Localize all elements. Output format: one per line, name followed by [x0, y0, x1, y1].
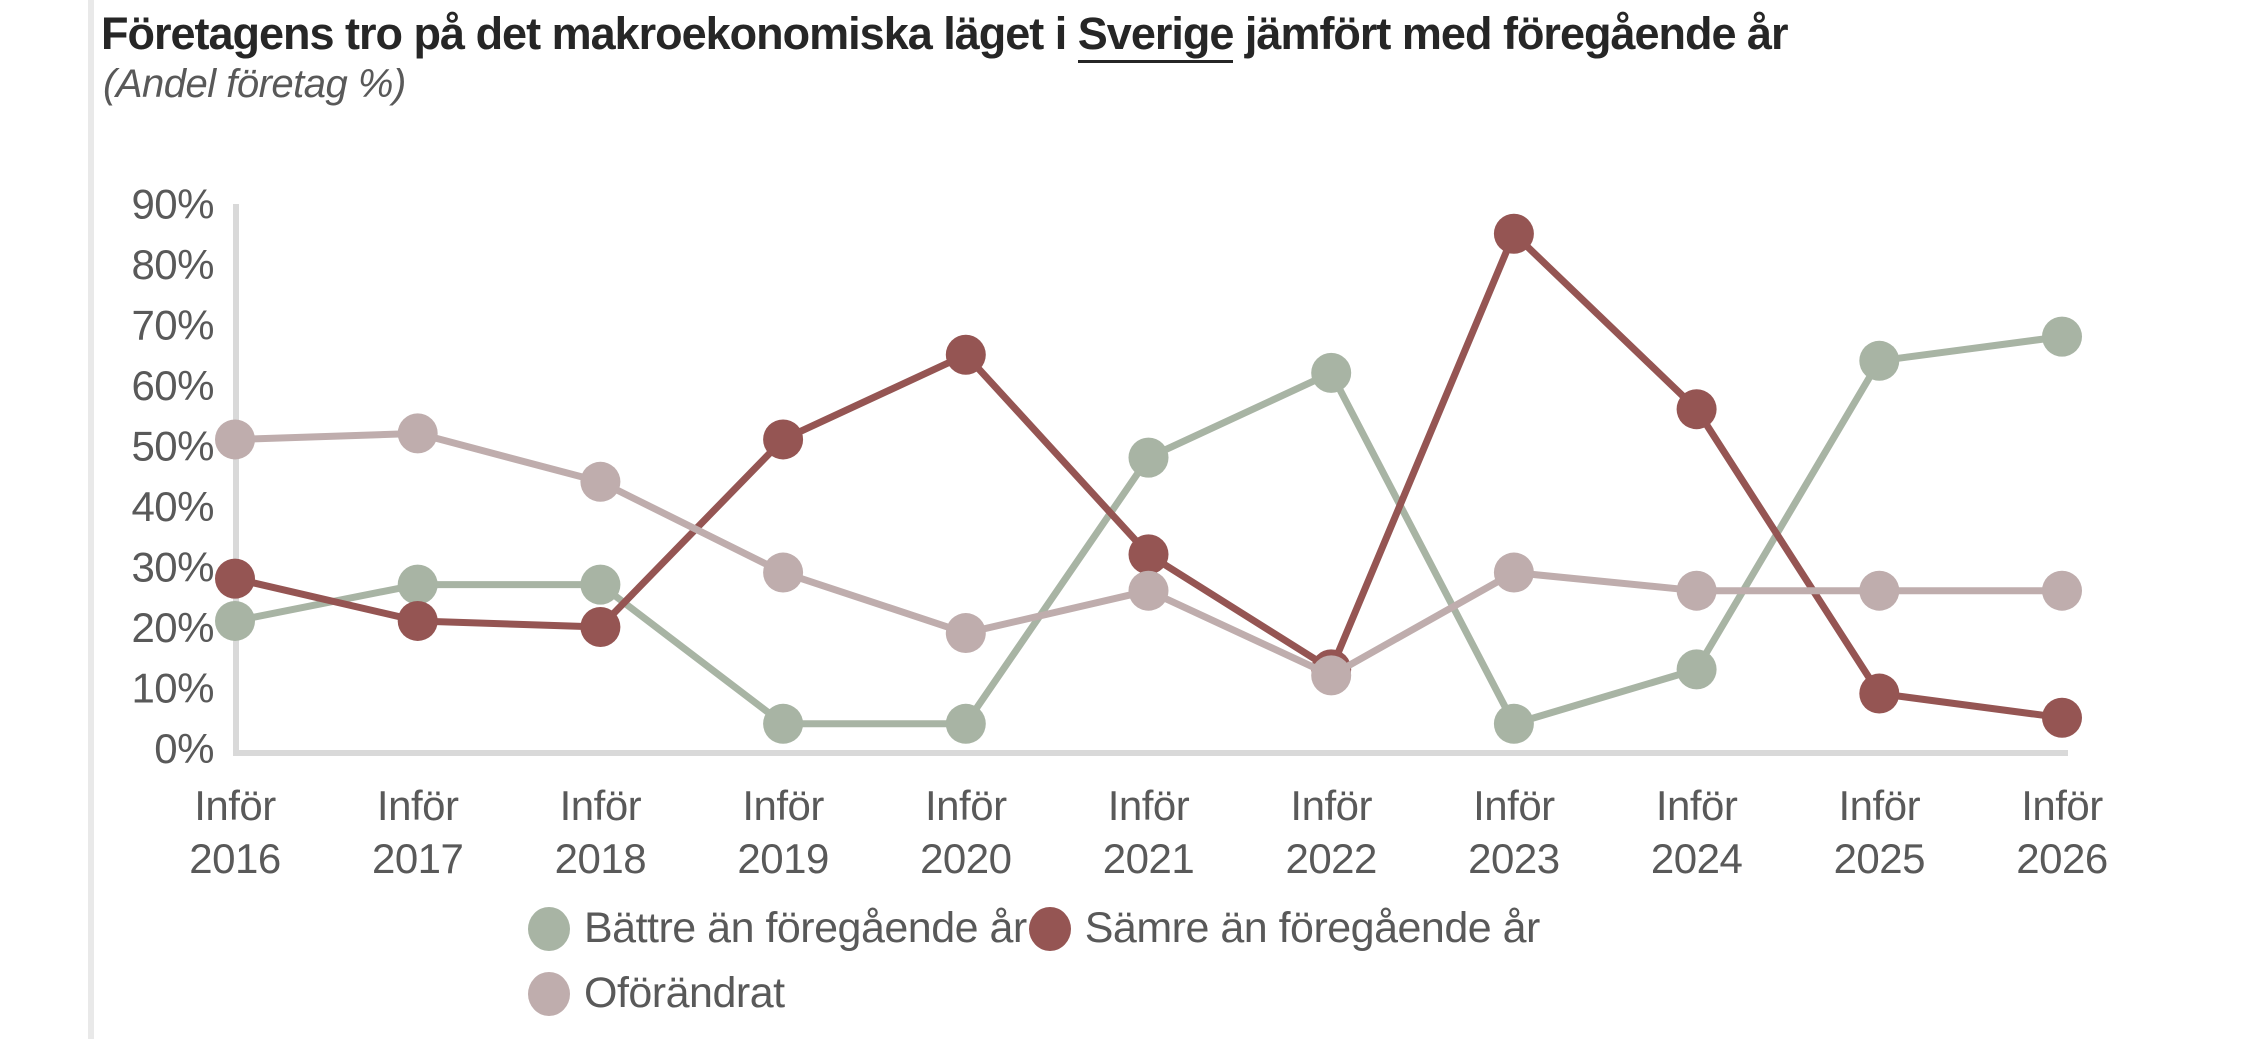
x-tick-label-year: 2026: [2016, 835, 2107, 882]
x-tick-label-year: 2019: [737, 835, 828, 882]
y-tick-label: 80%: [131, 241, 214, 288]
x-tick-label-top: Inför: [925, 782, 1007, 829]
y-tick-label: 50%: [131, 423, 214, 470]
x-tick-label-top: Inför: [1108, 782, 1190, 829]
y-tick-label: 0%: [154, 725, 214, 772]
y-tick-label: 70%: [131, 302, 214, 349]
legend-marker-samre-icon: [1028, 906, 1071, 951]
y-tick-label: 20%: [131, 604, 214, 651]
x-tick-label-top: Inför: [1656, 782, 1738, 829]
data-point-1-10: [2042, 697, 2082, 738]
x-tick-label-top: Inför: [742, 782, 824, 829]
legend-label-samre: Sämre än föregående år: [1084, 904, 1541, 952]
x-tick-label-year: 2021: [1103, 835, 1194, 882]
x-tick-label-top: Inför: [1473, 782, 1555, 829]
data-point-1-8: [1676, 389, 1717, 430]
data-point-1-3: [763, 419, 804, 460]
legend-item-oforandrat: Oförändrat: [528, 969, 785, 1018]
y-tick-label: 30%: [131, 544, 214, 591]
legend-label-oforandrat: Oförändrat: [584, 969, 785, 1017]
data-point-1-9: [1859, 673, 1900, 714]
data-point-0-10: [2042, 316, 2082, 357]
x-tick-label-top: Inför: [2021, 782, 2103, 829]
data-point-0-0: [215, 600, 255, 641]
x-tick-label-year: 2020: [920, 835, 1011, 882]
data-point-1-0: [215, 558, 255, 599]
data-point-2-0: [215, 419, 255, 460]
chart-title: Företagens tro på det makroekonomiska lä…: [101, 8, 1789, 63]
x-tick-label-top: Inför: [1290, 782, 1372, 829]
data-point-0-6: [1311, 352, 1352, 393]
x-tick-label-year: 2016: [189, 835, 280, 882]
x-tick-label-top: Inför: [1839, 782, 1921, 829]
data-point-2-7: [1493, 552, 1534, 593]
legend-marker-oforandrat-icon: [528, 971, 570, 1016]
data-point-2-3: [763, 552, 804, 593]
legend-row-2: Oförändrat: [528, 961, 1540, 1026]
title-text-end: jämfört med föregående år: [1233, 8, 1789, 59]
data-point-1-2: [580, 607, 621, 647]
data-point-0-3: [763, 703, 804, 744]
title-underlined-word: Sverige: [1077, 8, 1234, 63]
x-tick-label-top: Inför: [377, 782, 459, 829]
legend-row-1: Bättre än föregående år Sämre än föregåe…: [528, 896, 1540, 961]
legend: Bättre än föregående år Sämre än föregåe…: [528, 896, 1540, 1026]
data-point-2-2: [580, 461, 621, 502]
y-tick-label: 60%: [131, 362, 214, 409]
data-point-2-9: [1859, 570, 1900, 611]
x-tick-label-year: 2023: [1468, 835, 1559, 882]
data-point-2-1: [397, 413, 438, 454]
data-point-1-4: [945, 334, 986, 375]
data-point-2-10: [2042, 570, 2082, 611]
data-point-0-5: [1128, 437, 1169, 478]
legend-marker-battre-icon: [528, 906, 570, 951]
data-point-0-4: [945, 703, 986, 744]
y-tick-label: 90%: [131, 181, 214, 228]
data-point-0-1: [397, 564, 438, 605]
legend-item-samre: Sämre än föregående år: [1027, 904, 1540, 953]
x-tick-label-year: 2017: [372, 835, 463, 882]
page-edge-divider: [88, 0, 94, 1039]
x-tick-label-top: Inför: [194, 782, 276, 829]
x-tick-label-year: 2025: [1834, 835, 1925, 882]
y-tick-label: 40%: [131, 483, 214, 530]
title-text-start: Företagens tro på det makroekonomiska lä…: [101, 8, 1078, 59]
legend-label-battre: Bättre än föregående år: [584, 904, 1027, 952]
chart-subtitle: (Andel företag %): [103, 62, 406, 106]
data-point-0-2: [580, 564, 621, 605]
x-tick-label-top: Inför: [560, 782, 642, 829]
legend-item-battre: Bättre än föregående år: [528, 904, 1027, 953]
data-point-2-4: [945, 613, 986, 654]
data-point-2-8: [1676, 570, 1717, 611]
data-point-2-5: [1128, 570, 1169, 611]
series-line-0: [234, 333, 2063, 728]
data-point-2-6: [1311, 655, 1352, 696]
data-point-0-7: [1493, 703, 1534, 744]
data-point-1-5: [1128, 534, 1169, 575]
data-point-0-8: [1676, 649, 1717, 690]
y-tick-label: 10%: [131, 665, 214, 712]
data-point-0-9: [1859, 340, 1900, 381]
data-point-1-7: [1493, 213, 1534, 254]
x-tick-label-year: 2018: [555, 835, 646, 882]
x-tick-label-year: 2024: [1651, 835, 1743, 882]
data-point-1-1: [397, 600, 438, 641]
x-tick-label-year: 2022: [1285, 835, 1376, 882]
